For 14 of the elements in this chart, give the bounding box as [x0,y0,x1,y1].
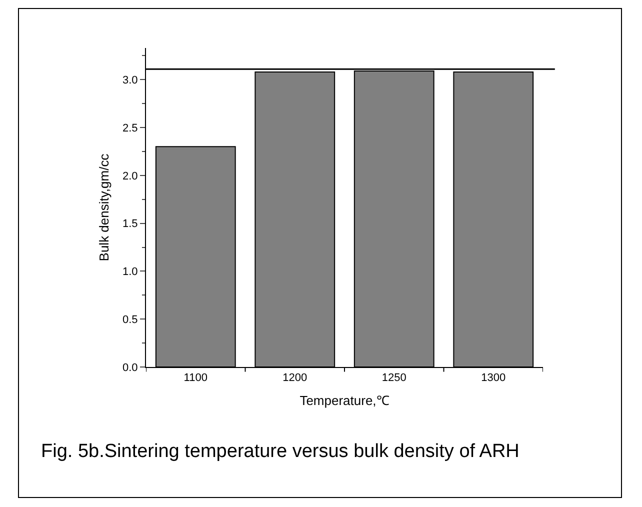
x-tick-label: 1300 [481,372,506,384]
y-tick-label: 2.5 [122,122,138,134]
y-tick-label: 0.0 [122,362,138,374]
y-tick-label: 0.5 [122,314,138,326]
y-axis-title: Bulk density,gm/cc [96,153,112,262]
y-tick-label: 1.0 [122,266,138,278]
y-tick-label: 2.0 [122,170,138,182]
x-axis-title: Temperature,℃ [300,392,390,408]
y-tick-label: 1.5 [122,218,138,230]
y-tick-label: 3.0 [122,74,138,86]
x-tick-label: 1250 [382,372,406,384]
caption: Fig. 5b.Sintering temperature versus bulk density of ARH [41,441,520,462]
x-tick-label: 1100 [184,372,208,384]
x-tick-label: 1200 [282,372,308,384]
